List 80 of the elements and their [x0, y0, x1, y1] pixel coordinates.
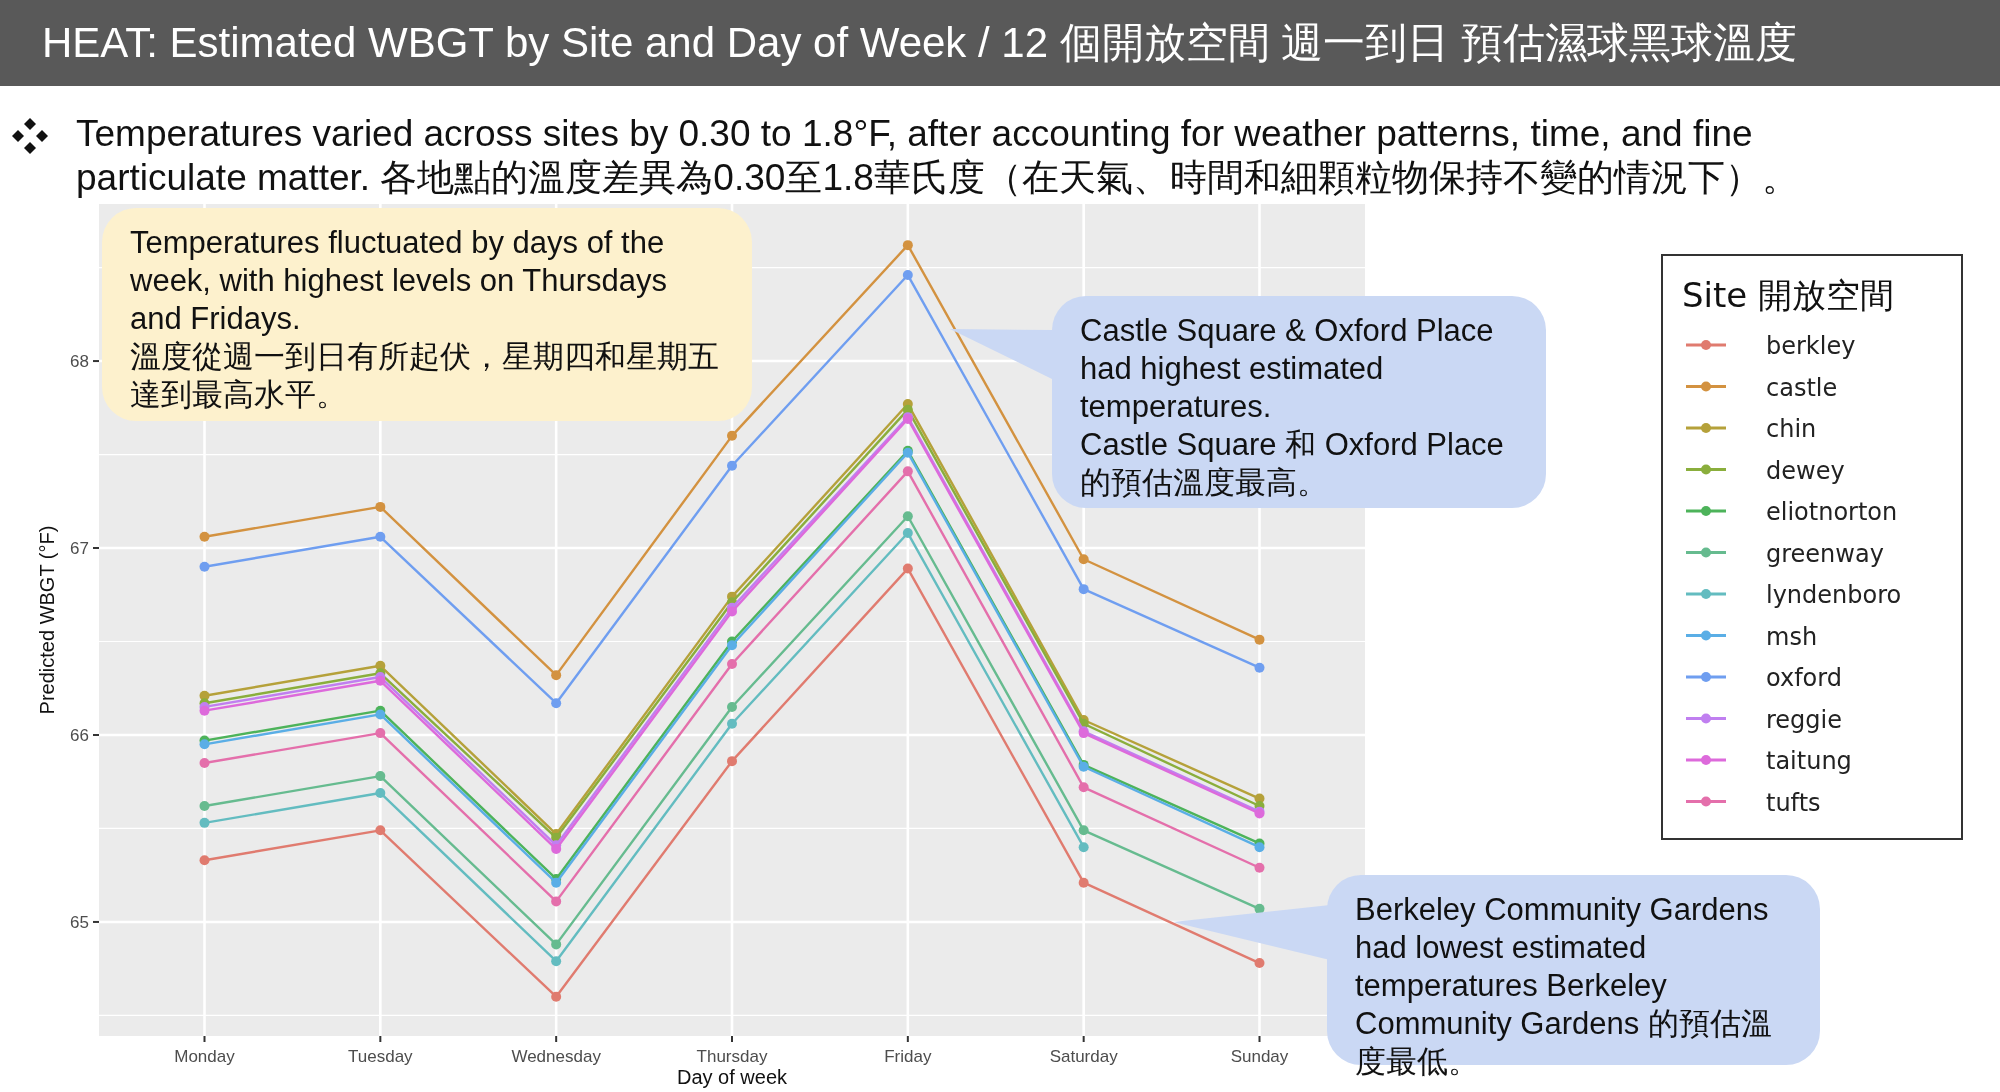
chart-subtitle: Temperatures varied across sites by 0.30 to 1.8°F, after accounting for weather patterns, time, and fine particulate matter. 各地點的溫度差異為0.30至1.8華氏度（在天氣、時間和細顆粒物保持不變的情況下）。 — [76, 113, 1799, 198]
y-tick-label: 66 — [70, 725, 89, 745]
legend-label: taitung — [1766, 747, 1852, 775]
point — [727, 606, 737, 617]
point — [1078, 842, 1089, 853]
legend-label: eliotnorton — [1766, 498, 1898, 526]
point — [902, 528, 913, 539]
point — [199, 561, 210, 572]
point — [375, 531, 386, 542]
point — [375, 728, 386, 739]
legend-label: lyndenboro — [1766, 581, 1902, 609]
point — [551, 844, 562, 855]
point — [902, 270, 913, 281]
point — [551, 991, 562, 1002]
annotation: Temperatures fluctuated by days of the week, with highest levels on Thursdays and Fridays. 溫度從週一到日有所起伏，星期四和星期五達到最高水平。 — [129, 224, 720, 414]
point — [727, 640, 737, 651]
point — [1078, 554, 1089, 565]
legend-label: dewey — [1766, 456, 1845, 485]
point — [727, 701, 737, 712]
point — [199, 758, 210, 769]
x-tick-label: Wednesday — [511, 1047, 602, 1066]
legend-label: greenway — [1766, 539, 1884, 568]
point — [199, 801, 210, 812]
legend-label: reggie — [1766, 705, 1843, 734]
point — [375, 771, 386, 782]
point — [902, 240, 913, 251]
y-tick-label: 65 — [70, 912, 89, 932]
legend-label: msh — [1766, 622, 1818, 651]
point — [902, 511, 913, 522]
point — [551, 670, 562, 681]
point — [1078, 584, 1089, 595]
point — [551, 896, 562, 907]
point — [199, 739, 210, 750]
point — [1254, 634, 1265, 645]
y-axis-title: Predicted WBGT (°F) — [36, 525, 58, 715]
point — [1254, 862, 1265, 873]
annotation: Castle Square & Oxford Place had highest estimated temperatures. Castle Square 和 Oxford Place 的預估溫度最高。 — [1079, 312, 1505, 502]
x-tick-label: Tuesday — [348, 1047, 414, 1066]
point — [551, 698, 562, 709]
x-tick-label: Saturday — [1049, 1047, 1119, 1066]
point — [1078, 877, 1089, 888]
x-tick-label: Thursday — [696, 1047, 768, 1066]
point — [1254, 958, 1265, 969]
point — [902, 466, 913, 477]
point — [375, 709, 386, 720]
x-tick-label: Friday — [884, 1047, 932, 1066]
point — [727, 718, 737, 729]
y-tick-label: 68 — [70, 352, 89, 372]
chart-title: HEAT: Estimated WBGT by Site and Day of Week / 12 個開放空間 週一到日 預估濕球黑球溫度 — [0, 0, 2000, 86]
annotation: Berkeley Community Gardens had lowest estimated temperatures Berkeley Community Gardens 的預估溫度最低。 — [1354, 891, 1773, 1081]
legend-label: berkley — [1766, 332, 1856, 360]
point — [199, 531, 210, 542]
point — [902, 563, 913, 574]
point — [375, 825, 386, 836]
point — [551, 939, 562, 950]
x-axis-title: Day of week — [676, 1066, 789, 1088]
legend-label: chin — [1766, 415, 1817, 443]
point — [727, 430, 737, 441]
point — [1254, 903, 1265, 914]
point — [1078, 782, 1089, 793]
point — [727, 756, 737, 767]
legend-label: tufts — [1766, 788, 1821, 817]
legend-title: Site 開放空間 — [1682, 275, 1895, 315]
point — [375, 501, 386, 512]
point — [1254, 662, 1265, 673]
point — [727, 460, 737, 471]
point — [727, 658, 737, 669]
point — [199, 855, 210, 866]
y-tick-label: 67 — [70, 539, 89, 559]
point — [199, 705, 210, 716]
x-tick-label: Monday — [174, 1047, 236, 1066]
point — [375, 787, 386, 798]
point — [199, 817, 210, 828]
point — [551, 956, 562, 967]
legend-label: castle — [1766, 373, 1838, 402]
point — [551, 877, 562, 888]
point — [1254, 842, 1265, 853]
legend-label: oxford — [1766, 664, 1842, 692]
x-tick-label: Sunday — [1230, 1047, 1289, 1066]
point — [1078, 825, 1089, 836]
